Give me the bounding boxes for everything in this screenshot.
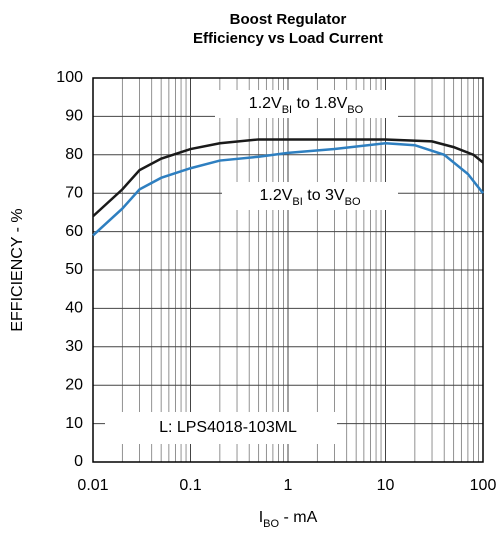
annotation-box bbox=[105, 412, 337, 444]
y-tick-label: 30 bbox=[65, 338, 83, 355]
legend-label-part: to 3V bbox=[303, 187, 345, 204]
y-axis-label: EFFICIENCY - % bbox=[9, 208, 26, 331]
y-tick-label: 10 bbox=[65, 415, 83, 432]
y-tick-label: 80 bbox=[65, 146, 83, 163]
y-tick-label: 50 bbox=[65, 261, 83, 278]
x-axis-label-subscript: BO bbox=[263, 518, 279, 530]
x-tick-label: 10 bbox=[377, 477, 395, 494]
plot-frame bbox=[92, 77, 484, 463]
chart-title: Efficiency vs Load Current bbox=[193, 30, 383, 47]
y-tick-label: 0 bbox=[74, 453, 83, 470]
legend-label: 1.2VBI to 1.8VBO bbox=[249, 95, 364, 116]
x-tick-label: 0.1 bbox=[179, 477, 201, 494]
legend-label-part: 1.2V bbox=[259, 187, 292, 204]
annotation: L: LPS4018-103ML bbox=[159, 419, 297, 436]
legend-label-subscript: BI bbox=[292, 196, 302, 208]
legend-label-part: 1.2V bbox=[249, 95, 282, 112]
y-tick-label: 20 bbox=[65, 376, 83, 393]
y-tick-label: 60 bbox=[65, 223, 83, 240]
legend-label-subscript: BI bbox=[282, 104, 292, 116]
y-tick-label: 100 bbox=[56, 69, 83, 86]
x-axis-label-part: - mA bbox=[279, 509, 318, 526]
legend-box bbox=[222, 182, 398, 210]
x-axis-label-part: I bbox=[259, 509, 263, 526]
y-tick-label: 90 bbox=[65, 108, 83, 125]
series-line bbox=[92, 142, 484, 237]
legend-label-subscript: BO bbox=[345, 196, 361, 208]
legend-label: 1.2VBI to 3VBO bbox=[259, 187, 360, 208]
legend-label-part: to 1.8V bbox=[292, 95, 347, 112]
x-axis-label: IBO - mA bbox=[259, 509, 318, 530]
y-tick-label: 70 bbox=[65, 184, 83, 201]
legend-label-subscript: BO bbox=[347, 104, 363, 116]
x-tick-label: 0.01 bbox=[77, 477, 108, 494]
x-tick-label: 1 bbox=[284, 477, 293, 494]
legend-box bbox=[215, 90, 398, 118]
chart-title: Boost Regulator bbox=[230, 11, 347, 28]
y-tick-label: 40 bbox=[65, 300, 83, 317]
x-tick-label: 100 bbox=[470, 477, 497, 494]
series-line bbox=[92, 138, 484, 218]
